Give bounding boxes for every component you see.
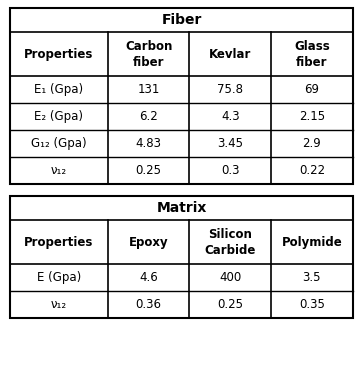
Text: ν₁₂: ν₁₂ <box>51 298 67 311</box>
Text: 4.6: 4.6 <box>139 271 158 284</box>
Bar <box>10 8 353 184</box>
Text: Kevlar: Kevlar <box>209 47 252 61</box>
Text: Silicon
Carbide: Silicon Carbide <box>204 227 256 257</box>
Text: 3.45: 3.45 <box>217 137 243 150</box>
Text: 4.3: 4.3 <box>221 110 240 123</box>
Text: 0.36: 0.36 <box>135 298 162 311</box>
Text: Glass
fiber: Glass fiber <box>294 40 330 68</box>
Text: Polymide: Polymide <box>281 236 342 248</box>
Text: 0.3: 0.3 <box>221 164 240 177</box>
Text: 75.8: 75.8 <box>217 83 243 96</box>
Text: Properties: Properties <box>24 236 94 248</box>
Text: E (Gpa): E (Gpa) <box>37 271 81 284</box>
Text: G₁₂ (Gpa): G₁₂ (Gpa) <box>31 137 87 150</box>
Text: E₁ (Gpa): E₁ (Gpa) <box>34 83 83 96</box>
Text: Fiber: Fiber <box>161 13 202 27</box>
Text: Properties: Properties <box>24 47 94 61</box>
Text: ν₁₂: ν₁₂ <box>51 164 67 177</box>
Text: 0.22: 0.22 <box>299 164 325 177</box>
Text: 0.35: 0.35 <box>299 298 325 311</box>
Text: Carbon
fiber: Carbon fiber <box>125 40 172 68</box>
Text: Epoxy: Epoxy <box>129 236 168 248</box>
Text: 0.25: 0.25 <box>135 164 162 177</box>
Text: 4.83: 4.83 <box>135 137 162 150</box>
Text: E₂ (Gpa): E₂ (Gpa) <box>34 110 83 123</box>
Text: 131: 131 <box>137 83 160 96</box>
Text: 3.5: 3.5 <box>303 271 321 284</box>
Text: 2.15: 2.15 <box>299 110 325 123</box>
Text: 2.9: 2.9 <box>302 137 321 150</box>
Text: 400: 400 <box>219 271 241 284</box>
Text: 0.25: 0.25 <box>217 298 243 311</box>
Text: 6.2: 6.2 <box>139 110 158 123</box>
Text: Matrix: Matrix <box>156 201 207 215</box>
Text: 69: 69 <box>304 83 319 96</box>
Bar <box>10 196 353 318</box>
